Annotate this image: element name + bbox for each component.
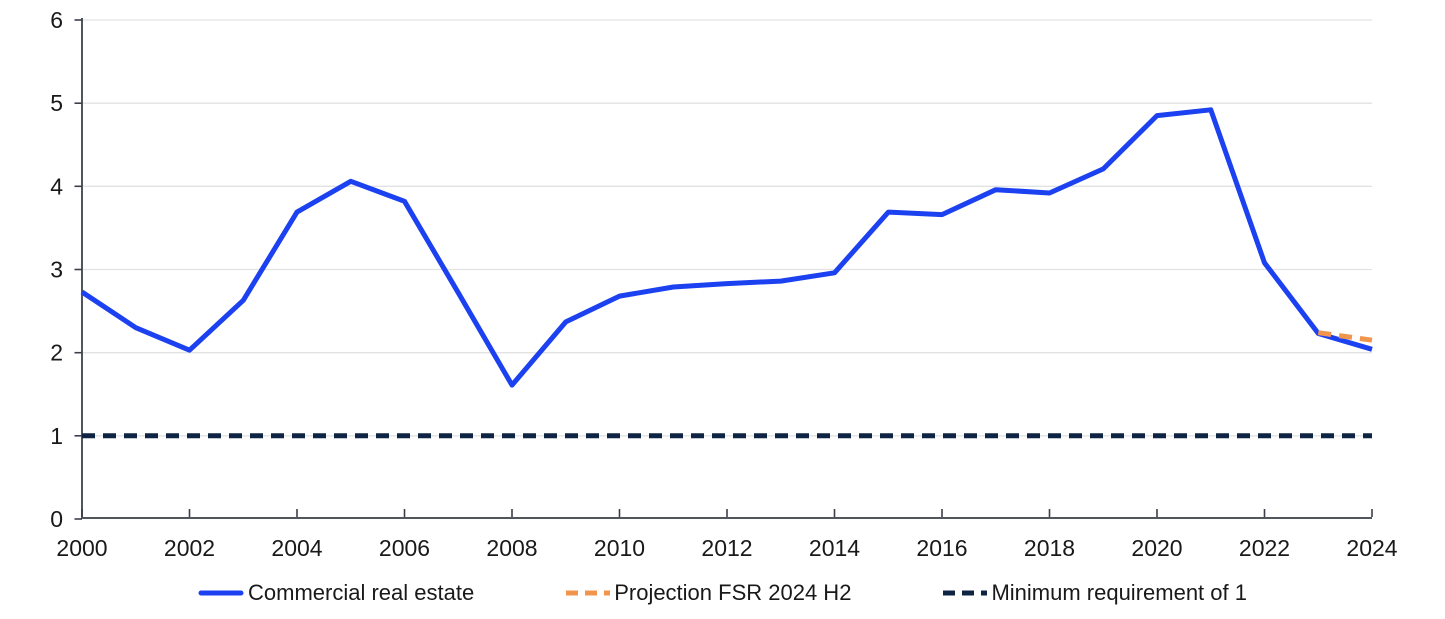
legend-item-projection-fsr: Projection FSR 2024 H2 xyxy=(564,580,851,606)
series-line-projection-fsr-2024-h2 xyxy=(1317,330,1373,343)
legend-marker-dashed-line-icon xyxy=(566,590,611,596)
legend-label: Projection FSR 2024 H2 xyxy=(614,580,852,605)
x-axis-tick-label: 2008 xyxy=(486,535,537,561)
y-axis-tick-label: 6 xyxy=(50,7,63,33)
x-axis-tick-label: 2020 xyxy=(1131,535,1182,561)
legend-label: Minimum requirement of 1 xyxy=(991,580,1247,605)
y-axis-tick-label: 3 xyxy=(50,257,63,283)
y-axis-tick-label: 2 xyxy=(50,340,63,366)
legend-item-minimum-requirement: Minimum requirement of 1 xyxy=(941,580,1247,606)
x-axis-tick-label: 2024 xyxy=(1346,535,1397,561)
x-axis-tick-label: 2002 xyxy=(164,535,215,561)
x-axis-tick-label: 2016 xyxy=(916,535,967,561)
x-axis-tick-label: 2014 xyxy=(809,535,860,561)
x-axis-tick-label: 2012 xyxy=(701,535,752,561)
legend-item-commercial-real-estate: Commercial real estate xyxy=(198,580,474,606)
y-axis-tick-label: 4 xyxy=(50,173,63,199)
chart-legend: Commercial real estate Projection FSR 20… xyxy=(0,577,1445,609)
x-axis-tick-label: 2010 xyxy=(594,535,645,561)
x-axis-tick-label: 2018 xyxy=(1024,535,1075,561)
legend-label: Commercial real estate xyxy=(248,580,475,605)
x-axis-tick-label: 2004 xyxy=(271,535,322,561)
x-axis-tick-label: 2000 xyxy=(56,535,107,561)
x-axis-tick-label: 2006 xyxy=(379,535,430,561)
y-axis-tick-label: 5 xyxy=(50,90,63,116)
series-line-commercial-real-estate xyxy=(80,107,1373,388)
x-axis-tick-label: 2022 xyxy=(1239,535,1290,561)
y-axis-tick-label: 0 xyxy=(50,506,63,532)
y-axis-tick-label: 1 xyxy=(50,423,63,449)
legend-marker-dashed-line-icon xyxy=(943,590,988,596)
legend-marker-solid-line-icon xyxy=(198,590,244,596)
